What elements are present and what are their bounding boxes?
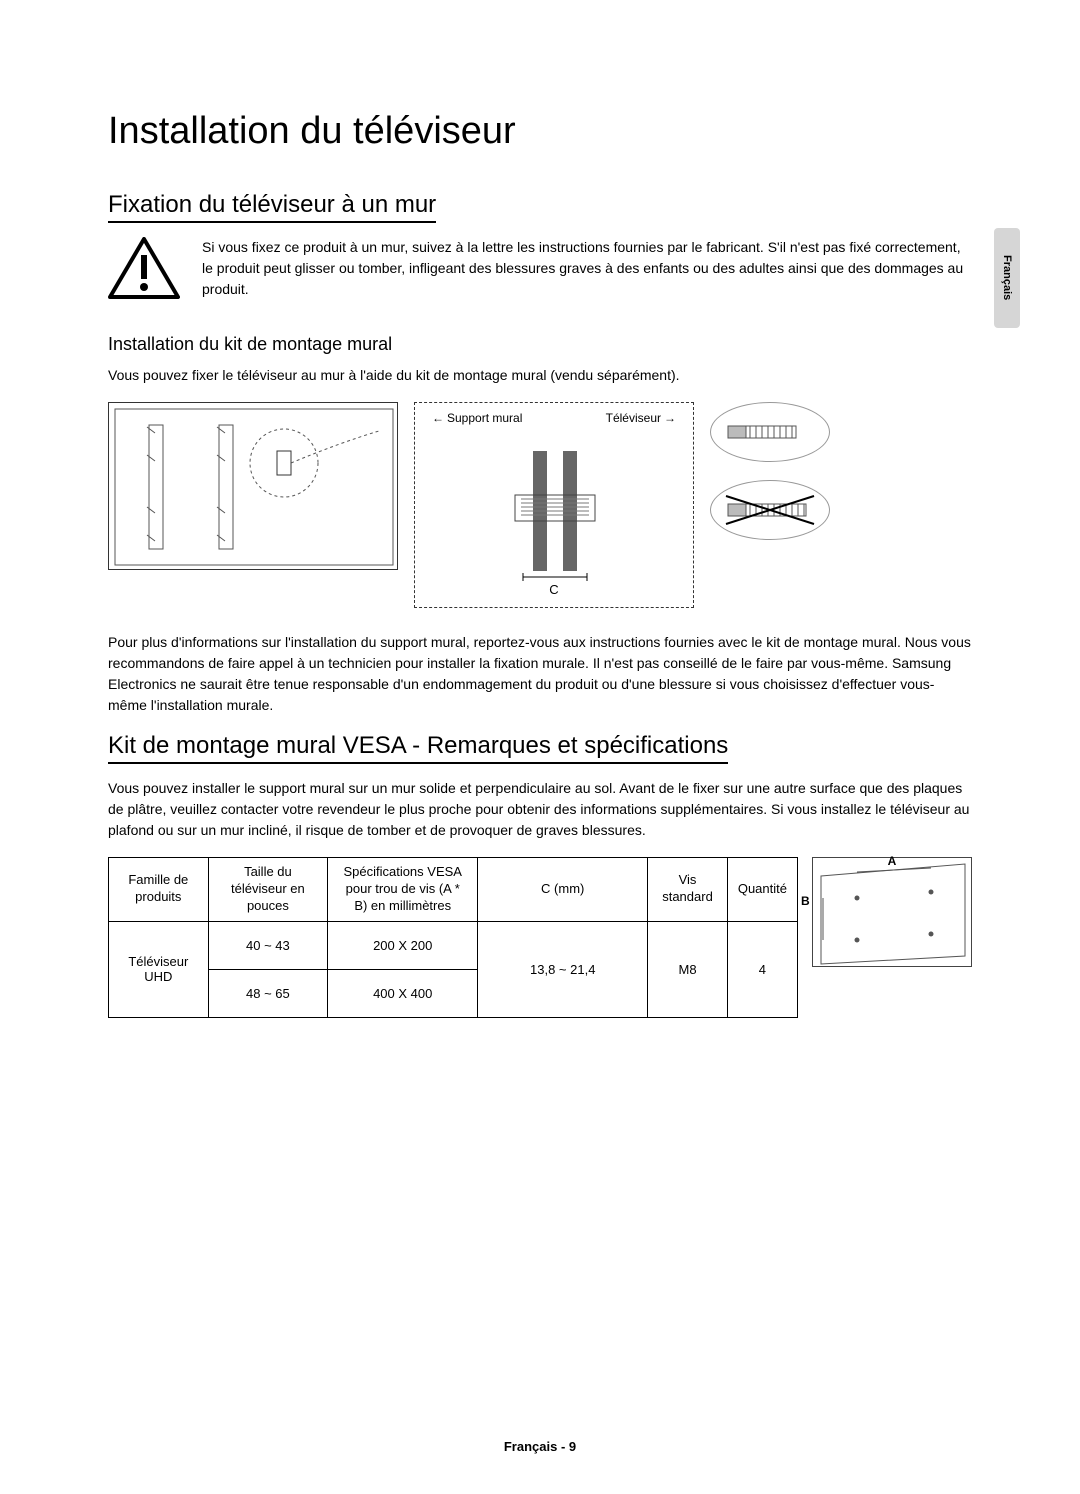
warning-text: Si vous fixez ce produit à un mur, suive… bbox=[202, 237, 972, 300]
vesa-spec-table: Famille de produits Taille du téléviseur… bbox=[108, 857, 798, 1018]
col-vesa: Spécifications VESA pour trou de vis (A … bbox=[328, 858, 478, 922]
cell-vesa: 200 X 200 bbox=[328, 921, 478, 969]
dim-label-a: A bbox=[888, 854, 897, 868]
label-c: C bbox=[549, 582, 558, 597]
vesa-paragraph: Vous pouvez installer le support mural s… bbox=[108, 778, 972, 841]
screw-bad-icon bbox=[710, 480, 830, 540]
section-heading-vesa: Kit de montage mural VESA - Remarques et… bbox=[108, 732, 728, 764]
cell-vesa: 400 X 400 bbox=[328, 969, 478, 1017]
table-row: Téléviseur UHD 40 ~ 43 200 X 200 13,8 ~ … bbox=[109, 921, 798, 969]
cell-family: Téléviseur UHD bbox=[109, 921, 209, 1017]
mounting-diagrams: Support mural Téléviseur C bbox=[108, 402, 972, 608]
page-footer: Français - 9 bbox=[504, 1439, 576, 1454]
subtext-kit: Vous pouvez fixer le téléviseur au mur à… bbox=[108, 365, 972, 386]
bracket-cross-section: Support mural Téléviseur C bbox=[414, 402, 694, 608]
screw-detail bbox=[710, 402, 840, 540]
col-c: C (mm) bbox=[478, 858, 648, 922]
col-family: Famille de produits bbox=[109, 858, 209, 922]
col-size: Taille du téléviseur en pouces bbox=[208, 858, 328, 922]
section-heading-fixation: Fixation du téléviseur à un mur bbox=[108, 191, 436, 223]
col-qty: Quantité bbox=[727, 858, 797, 922]
cell-qty: 4 bbox=[727, 921, 797, 1017]
cell-c: 13,8 ~ 21,4 bbox=[478, 921, 648, 1017]
label-support-mural: Support mural bbox=[429, 411, 522, 425]
cell-size: 48 ~ 65 bbox=[208, 969, 328, 1017]
tv-dimensions-diagram: A B bbox=[812, 857, 972, 967]
language-tab: Français bbox=[994, 228, 1020, 328]
screw-ok-icon bbox=[710, 402, 830, 462]
tv-back-diagram bbox=[108, 402, 398, 570]
subheading-kit: Installation du kit de montage mural bbox=[108, 334, 972, 355]
cell-size: 40 ~ 43 bbox=[208, 921, 328, 969]
dim-label-b: B bbox=[801, 894, 810, 908]
label-televiseur: Téléviseur bbox=[606, 411, 679, 425]
page-title: Installation du téléviseur bbox=[108, 110, 972, 153]
warning-block: Si vous fixez ce produit à un mur, suive… bbox=[108, 237, 972, 316]
mounting-paragraph: Pour plus d'informations sur l'installat… bbox=[108, 632, 972, 716]
cell-screw: M8 bbox=[648, 921, 728, 1017]
col-screw: Vis standard bbox=[648, 858, 728, 922]
warning-icon bbox=[108, 237, 180, 304]
